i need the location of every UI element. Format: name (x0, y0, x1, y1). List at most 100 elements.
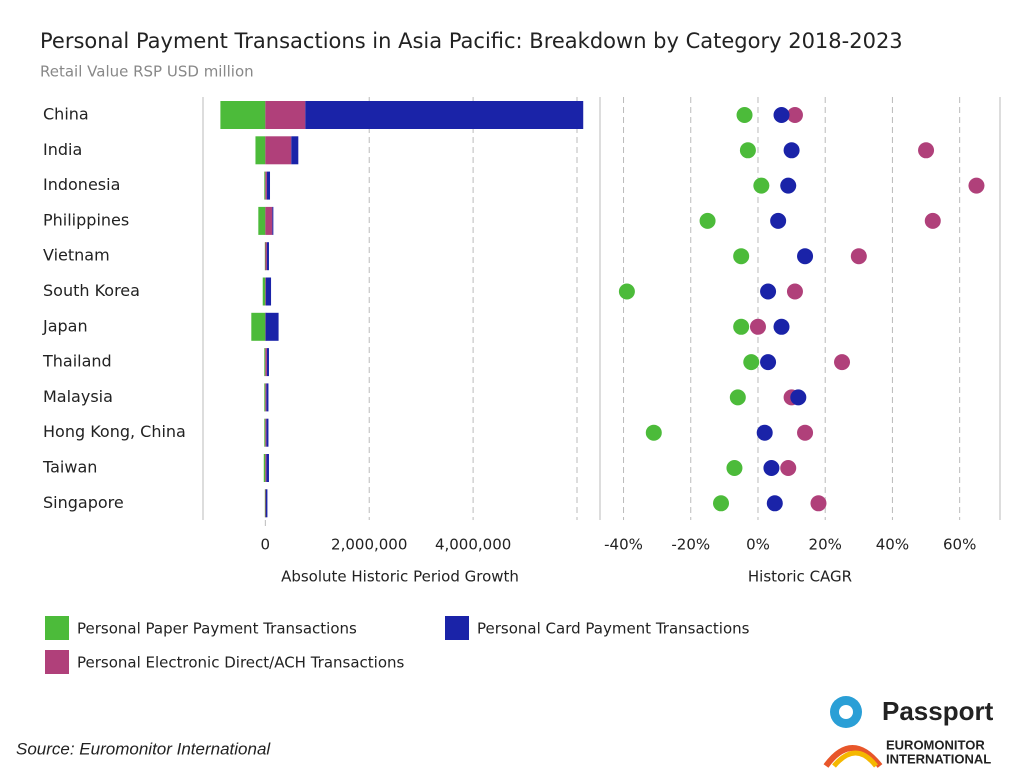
bar (265, 171, 267, 200)
x-tick-label: 20% (809, 536, 842, 554)
dot (780, 460, 797, 476)
bar (305, 101, 584, 129)
dot (713, 495, 730, 512)
legend-label: Personal Electronic Direct/ACH Transacti… (77, 654, 405, 672)
chart-subtitle: Retail Value RSP USD million (40, 63, 254, 81)
dot (968, 177, 985, 194)
x-tick-label: 2,000,000 (331, 536, 407, 554)
dot (797, 248, 814, 265)
dot (739, 142, 756, 159)
bar (266, 242, 269, 271)
category-label: Philippines (43, 210, 129, 229)
x-axis-label: Historic CAGR (748, 568, 852, 586)
bar (251, 312, 266, 341)
legend-label: Personal Paper Payment Transactions (77, 620, 357, 638)
bar (266, 348, 269, 377)
dot (756, 424, 773, 441)
dot (786, 107, 803, 123)
category-label: Thailand (42, 352, 112, 371)
bar (265, 312, 279, 341)
bar (264, 348, 266, 377)
dot (753, 177, 770, 194)
dot (770, 212, 787, 229)
category-label: Malaysia (43, 387, 113, 406)
dot (733, 318, 750, 335)
bar (262, 277, 266, 306)
dot (726, 460, 743, 476)
bar (263, 454, 266, 482)
dot (918, 142, 935, 159)
dot (645, 424, 662, 441)
x-axis-label: Absolute Historic Period Growth (281, 568, 519, 586)
logo-company: EUROMONITOR (886, 737, 985, 752)
x-tick-label: 60% (943, 536, 976, 554)
bar (265, 418, 267, 447)
dot (773, 318, 790, 335)
legend-swatch (45, 616, 69, 640)
category-label: China (43, 105, 89, 124)
bar (266, 418, 269, 447)
bar (220, 101, 266, 129)
bar (265, 277, 272, 306)
x-tick-label: 4,000,000 (435, 536, 511, 554)
logo-name: Passport (882, 696, 994, 726)
bar (265, 136, 292, 165)
bar (255, 136, 266, 165)
legend-label: Personal Card Payment Transactions (477, 620, 750, 638)
dot (924, 212, 941, 229)
logo-arc (823, 745, 883, 768)
bar (265, 489, 268, 518)
dot (834, 354, 851, 371)
bar (291, 136, 299, 165)
legend-swatch (445, 616, 469, 640)
dot (797, 424, 814, 441)
bar (264, 489, 266, 518)
bar (265, 242, 267, 271)
category-label: India (43, 140, 82, 159)
dot (729, 389, 746, 406)
dot (773, 107, 790, 123)
category-label: Taiwan (42, 458, 97, 477)
bar (265, 454, 267, 482)
logo: Passport EUROMONITOR INTERNATIONAL (823, 696, 994, 768)
bar (264, 242, 266, 271)
dot (618, 283, 635, 300)
x-tick-label: -40% (604, 536, 643, 554)
dot (790, 389, 807, 406)
x-tick-label: 0% (746, 536, 770, 554)
dot (763, 460, 780, 476)
bar (266, 454, 269, 482)
dot (733, 248, 750, 265)
bar (264, 171, 266, 200)
logo-arc (832, 750, 878, 768)
logo-company: INTERNATIONAL (886, 751, 991, 766)
dot (699, 212, 716, 229)
source: Source: Euromonitor International (16, 739, 271, 758)
bar (266, 383, 269, 412)
x-tick-label: -20% (671, 536, 710, 554)
bar (266, 171, 271, 200)
dot (783, 142, 800, 159)
bar (264, 418, 266, 447)
category-label: South Korea (43, 281, 140, 300)
x-tick-label: 40% (876, 536, 909, 554)
bar (265, 101, 306, 129)
dot (850, 248, 867, 265)
dot (736, 107, 753, 123)
dot (743, 354, 760, 371)
legend-swatch (45, 650, 69, 674)
x-tick-label: 0 (261, 536, 271, 554)
dot (749, 318, 766, 335)
bar (258, 206, 266, 235)
dot (786, 283, 803, 300)
chart-title: Personal Payment Transactions in Asia Pa… (40, 29, 903, 53)
bar (265, 348, 267, 377)
dot (810, 495, 827, 512)
dot (760, 354, 777, 371)
bar (265, 206, 273, 235)
category-label: Vietnam (43, 246, 110, 265)
logo-icon (839, 705, 853, 719)
bar (264, 383, 266, 412)
